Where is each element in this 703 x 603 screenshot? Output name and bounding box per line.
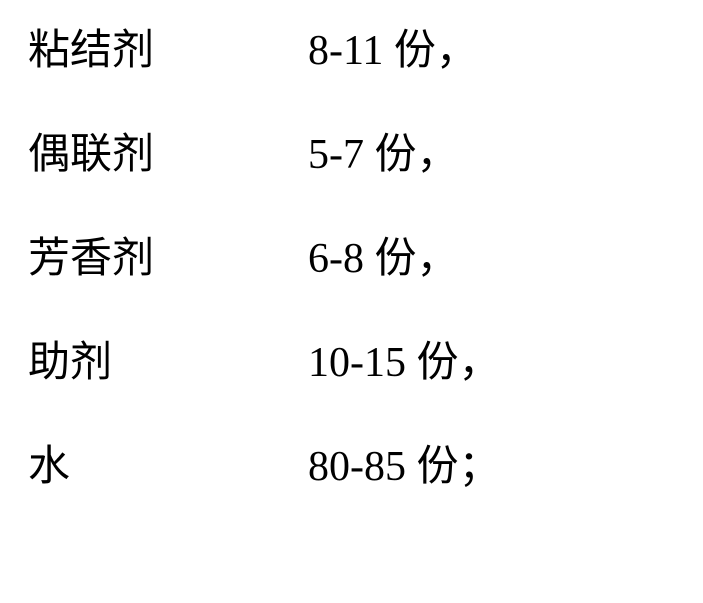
ingredient-label: 助剂 — [28, 342, 308, 384]
ingredient-label: 偶联剂 — [28, 134, 308, 176]
table-row: 偶联剂 5-7 份， — [28, 134, 703, 176]
ingredient-value: 5-7 份， — [308, 134, 459, 176]
table-row: 助剂 10-15 份， — [28, 342, 703, 384]
ingredient-value: 80-85 份； — [308, 446, 501, 488]
table-row: 水 80-85 份； — [28, 446, 703, 488]
ingredient-label: 芳香剂 — [28, 238, 308, 280]
ingredient-list: 粘结剂 8-11 份， 偶联剂 5-7 份， 芳香剂 6-8 份， 助剂 10-… — [0, 0, 703, 488]
ingredient-value: 10-15 份， — [308, 342, 501, 384]
ingredient-value: 6-8 份， — [308, 238, 459, 280]
table-row: 芳香剂 6-8 份， — [28, 238, 703, 280]
ingredient-label: 水 — [28, 446, 308, 488]
ingredient-label: 粘结剂 — [28, 30, 308, 72]
ingredient-value: 8-11 份， — [308, 30, 478, 72]
table-row: 粘结剂 8-11 份， — [28, 30, 703, 72]
